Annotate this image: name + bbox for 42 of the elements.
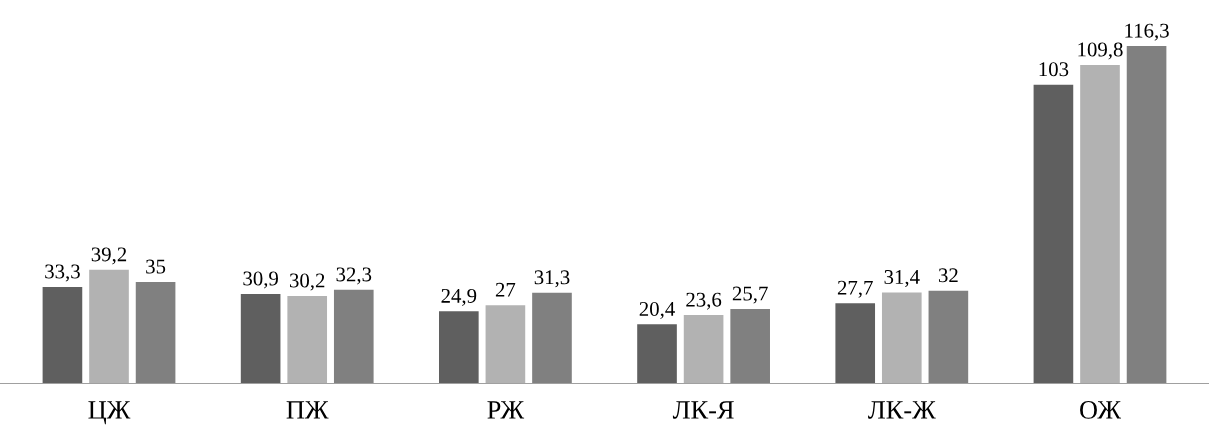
bar [637,324,677,384]
bar [1126,46,1167,384]
data-label: 24,9 [441,288,477,306]
bar [928,290,969,384]
x-tick-label: РЖ [487,401,525,419]
data-label: 30,9 [243,271,279,289]
data-label: 32 [938,268,958,283]
data-label: 30,2 [289,273,325,291]
data-label: 27,7 [837,280,873,298]
bar [439,311,479,384]
x-tick-label: ЦЖ [88,401,131,425]
x-tick-label: ПЖ [286,401,329,419]
data-label: 20,4 [639,301,675,319]
data-label: 35 [146,259,166,274]
bar [1033,84,1074,384]
bar [730,308,770,384]
data-label: 23,6 [686,292,722,310]
bar [835,303,876,384]
data-label: 32,3 [336,267,372,285]
data-label: 27 [495,282,516,297]
bar [240,293,281,384]
data-label: 25,7 [732,286,768,304]
bar [89,269,129,384]
bar [683,315,724,384]
bar [881,292,922,384]
bar [333,289,374,384]
data-label: 31,3 [534,270,570,288]
x-tick-label: ОЖ [1080,401,1122,419]
bar [532,292,572,384]
bar [1080,64,1120,384]
bar [135,281,176,384]
bar [42,286,83,384]
x-tick-label: ЛК-Я [672,401,734,419]
data-label: 109,8 [1078,42,1123,60]
x-tick-label: ЛК-Ж [868,401,936,419]
data-label: 116,3 [1125,23,1169,41]
bar [287,295,328,384]
bar [485,305,526,384]
data-label: 33,3 [45,264,80,282]
data-label: 39,2 [91,247,127,265]
data-label: 103 [1039,62,1069,77]
data-label: 31,4 [884,270,920,288]
